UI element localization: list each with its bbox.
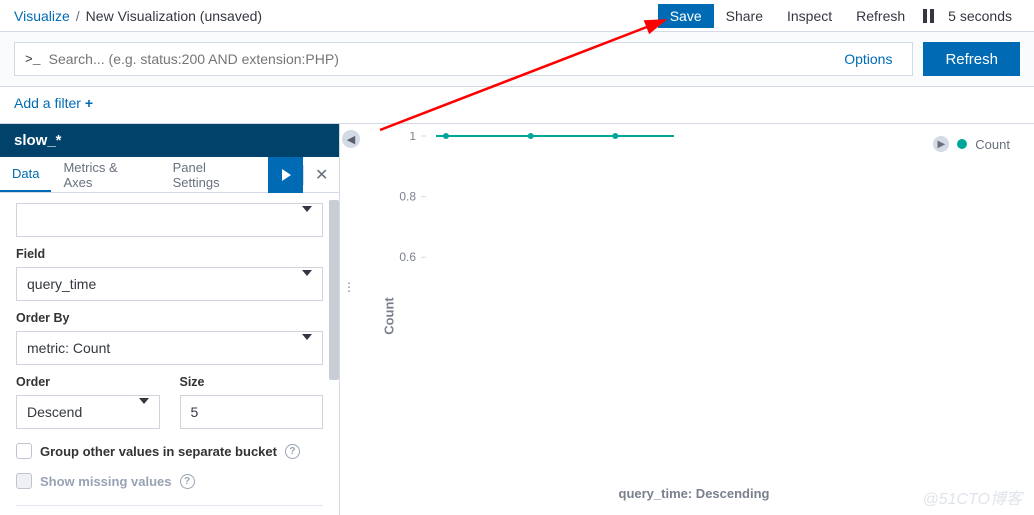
checkbox-icon: [16, 443, 32, 459]
tab-metrics-axes[interactable]: Metrics & Axes: [51, 157, 160, 192]
close-panel-icon[interactable]: ✕: [303, 165, 339, 185]
search-input[interactable]: [49, 51, 827, 67]
show-missing-checkbox[interactable]: Show missing values ?: [16, 473, 323, 489]
save-button[interactable]: Save: [658, 4, 714, 28]
size-input[interactable]: [180, 395, 324, 429]
query-bar: >_ Options Refresh: [0, 32, 1034, 87]
options-link[interactable]: Options: [834, 51, 902, 67]
config-sidebar: slow_* Data Metrics & Axes Panel Setting…: [0, 124, 340, 515]
add-filter-label: Add a filter: [14, 95, 81, 111]
orderby-select[interactable]: metric: Count: [16, 331, 323, 365]
tab-panel-settings[interactable]: Panel Settings: [161, 157, 268, 192]
top-toolbar: Visualize / New Visualization (unsaved) …: [0, 0, 1034, 32]
resize-handle[interactable]: [329, 200, 339, 380]
order-select[interactable]: Descend: [16, 395, 160, 429]
plus-icon: +: [85, 95, 93, 111]
y-axis-label: Count: [381, 297, 396, 335]
chart-area: 00.20.40.60.816.4546.4726.5016.5076.538 …: [362, 124, 1034, 515]
field-label: Field: [16, 247, 323, 261]
checkbox-icon: [16, 473, 32, 489]
help-icon[interactable]: ?: [180, 474, 195, 489]
watermark: @51CTO博客: [922, 485, 1022, 509]
resize-dots-icon: ⋮: [343, 280, 356, 294]
pause-icon[interactable]: [917, 5, 940, 27]
x-axis-label: query_time: Descending: [619, 486, 770, 501]
refresh-interval[interactable]: 5 seconds: [940, 4, 1020, 28]
inspect-button[interactable]: Inspect: [775, 4, 844, 28]
share-button[interactable]: Share: [714, 4, 775, 28]
main-area: slow_* Data Metrics & Axes Panel Setting…: [0, 124, 1034, 515]
filter-bar: Add a filter +: [0, 87, 1034, 124]
search-input-wrapper: >_ Options: [14, 42, 913, 76]
tabs-row: Data Metrics & Axes Panel Settings ✕: [0, 157, 339, 193]
show-missing-label: Show missing values: [40, 474, 172, 489]
svg-text:1: 1: [409, 132, 416, 143]
chevron-right-icon: ▶: [933, 136, 949, 152]
svg-text:0.8: 0.8: [399, 190, 416, 204]
orderby-label: Order By: [16, 311, 323, 325]
index-pattern-bar[interactable]: slow_*: [0, 124, 339, 157]
console-icon: >_: [25, 52, 41, 67]
breadcrumb-current: New Visualization (unsaved): [86, 8, 262, 24]
group-other-checkbox[interactable]: Group other values in separate bucket ?: [16, 443, 323, 459]
breadcrumb-sep: /: [76, 8, 80, 24]
line-chart: 00.20.40.60.816.4546.4726.5016.5076.538: [374, 132, 674, 282]
order-label: Order: [16, 375, 160, 389]
panel-body: Field query_time Order By metric: Count …: [0, 193, 339, 515]
help-icon[interactable]: ?: [285, 444, 300, 459]
breadcrumb: Visualize / New Visualization (unsaved): [14, 8, 262, 24]
collapse-column: ◀: [340, 124, 362, 515]
apply-button[interactable]: [268, 157, 304, 193]
legend-swatch-icon: [957, 139, 967, 149]
chart-legend[interactable]: ▶ Count: [933, 136, 1010, 152]
aggregation-select[interactable]: [16, 203, 323, 237]
tab-data[interactable]: Data: [0, 157, 51, 192]
group-other-label: Group other values in separate bucket: [40, 444, 277, 459]
breadcrumb-root[interactable]: Visualize: [14, 8, 70, 24]
svg-text:0.6: 0.6: [399, 250, 416, 264]
chart-wrap: 00.20.40.60.816.4546.4726.5016.5076.538 …: [374, 132, 1014, 499]
add-filter-link[interactable]: Add a filter +: [14, 95, 93, 111]
field-select[interactable]: query_time: [16, 267, 323, 301]
refresh-link[interactable]: Refresh: [844, 4, 917, 28]
size-label: Size: [180, 375, 324, 389]
collapse-sidebar-icon[interactable]: ◀: [342, 130, 360, 148]
refresh-button[interactable]: Refresh: [923, 42, 1020, 76]
legend-label: Count: [975, 137, 1010, 152]
